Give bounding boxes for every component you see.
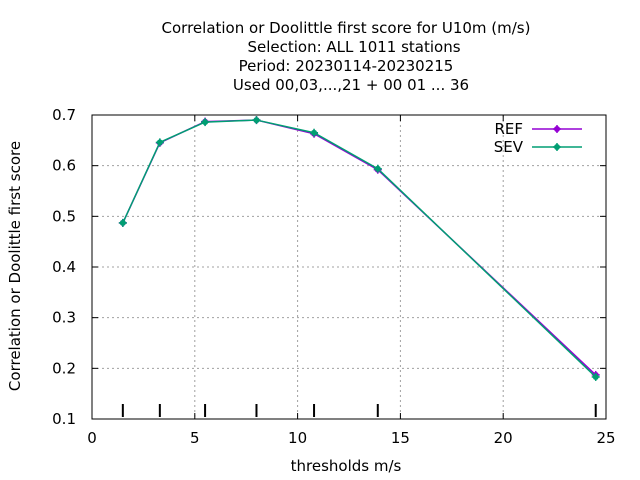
data-point-sev [201,118,210,127]
title-line-4: Used 00,03,...,21 + 00 01 ... 36 [233,76,469,94]
y-tick-label: 0.1 [52,410,76,428]
data-point-sev [310,128,319,137]
x-tick-label: 20 [494,429,513,447]
chart-title: Correlation or Doolittle first score for… [162,19,531,94]
legend-item-sev: SEV [494,138,582,156]
axis-ticks [91,114,607,420]
title-line-2: Selection: ALL 1011 stations [247,38,460,56]
data-point-sev [252,116,261,125]
threshold-marks [121,404,597,417]
y-tick-label: 0.3 [52,309,76,327]
title-line-1: Correlation or Doolittle first score for… [162,19,531,37]
series-sev [118,116,600,381]
data-point-sev [591,372,600,381]
x-tick-label: 10 [288,429,307,447]
legend-label-sev: SEV [494,138,524,156]
x-tick-label: 0 [87,429,97,447]
x-tick-label: 25 [596,429,615,447]
title-line-3: Period: 20230114-20230215 [239,57,454,75]
y-tick-label: 0.2 [52,359,76,377]
series-layer [118,116,600,381]
y-tick-label: 0.5 [52,207,76,225]
data-point-sev [373,164,382,173]
data-point-sev [118,218,127,227]
series-ref [118,116,600,379]
x-tick-label: 15 [391,429,410,447]
legend-label-ref: REF [494,120,523,138]
x-tick-labels: 0 5 10 15 20 25 [87,429,615,447]
y-axis-label: Correlation or Doolittle first score [6,141,24,391]
y-tick-label: 0.7 [52,106,76,124]
legend-item-ref: REF [494,120,582,138]
y-tick-labels: 0.1 0.2 0.3 0.4 0.5 0.6 0.7 [52,106,76,428]
x-axis-label: thresholds m/s [291,457,402,475]
legend-marker-sev [553,143,561,151]
y-tick-label: 0.4 [52,258,76,276]
grid [92,115,606,419]
series-line-sev [122,119,597,378]
x-tick-label: 5 [190,429,200,447]
legend-marker-ref [553,125,561,133]
y-tick-label: 0.6 [52,157,76,175]
data-point-sev [155,138,164,147]
